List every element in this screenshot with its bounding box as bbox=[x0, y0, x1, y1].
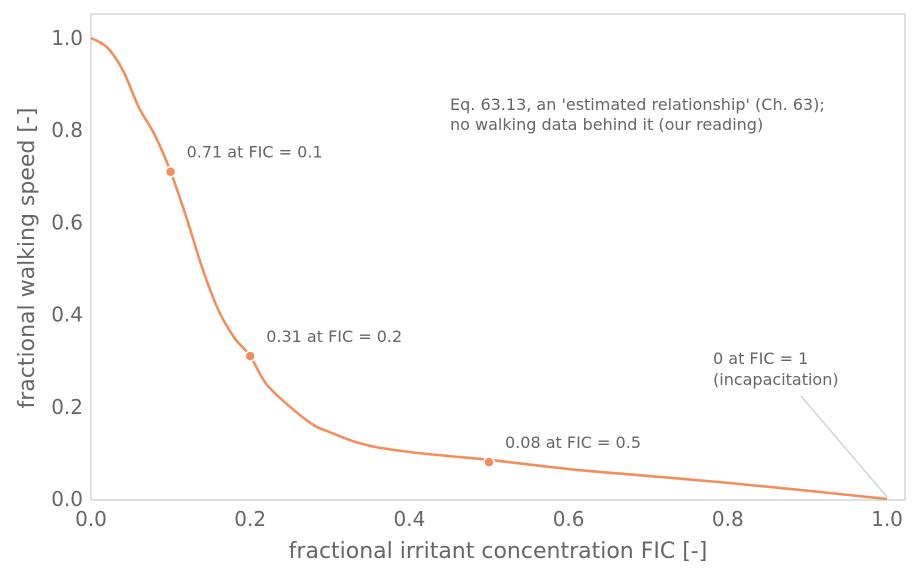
endpoint-leader-line bbox=[800, 395, 888, 498]
note-line-2: no walking data behind it (our reading) bbox=[450, 115, 763, 134]
y-tick-label: 0.0 bbox=[51, 487, 83, 511]
marker-label: 0.08 at FIC = 0.5 bbox=[505, 433, 641, 452]
x-axis-title: fractional irritant concentration FIC [-… bbox=[289, 539, 708, 564]
y-tick-label: 0.4 bbox=[51, 303, 83, 327]
endpoint-annotation: 0 at FIC = 1 (incapacitation) bbox=[713, 349, 839, 389]
y-axis-ticks: 0.0 0.2 0.4 0.6 0.8 1.0 bbox=[51, 26, 83, 511]
x-tick-label: 1.0 bbox=[871, 507, 903, 531]
y-tick-label: 0.2 bbox=[51, 395, 83, 419]
marker-point bbox=[483, 456, 495, 468]
x-tick-label: 0.4 bbox=[393, 507, 425, 531]
markers: 0.71 at FIC = 0.1 0.31 at FIC = 0.2 0.08 a… bbox=[164, 143, 641, 468]
marker-point bbox=[164, 165, 177, 178]
x-tick-label: 0.2 bbox=[234, 507, 266, 531]
marker-label: 0.71 at FIC = 0.1 bbox=[187, 143, 323, 162]
x-tick-label: 0.0 bbox=[75, 507, 107, 531]
marker-point bbox=[244, 350, 256, 362]
marker-label: 0.31 at FIC = 0.2 bbox=[266, 327, 402, 346]
y-axis-title: fractional walking speed [-] bbox=[15, 108, 40, 409]
plot-frame bbox=[90, 13, 906, 501]
x-tick-label: 0.8 bbox=[712, 507, 744, 531]
y-tick-label: 0.6 bbox=[51, 210, 83, 234]
x-axis-ticks: 0.0 0.2 0.4 0.6 0.8 1.0 bbox=[75, 507, 903, 531]
note-line-1: Eq. 63.13, an 'estimated relationship' (… bbox=[450, 95, 825, 114]
y-tick-label: 0.8 bbox=[51, 118, 83, 142]
series-line bbox=[90, 36, 888, 501]
endpoint-line-1: 0 at FIC = 1 bbox=[713, 349, 808, 368]
y-tick-label: 1.0 bbox=[51, 26, 83, 50]
note-annotation: Eq. 63.13, an 'estimated relationship' (… bbox=[450, 95, 825, 134]
x-tick-label: 0.6 bbox=[553, 507, 585, 531]
endpoint-line-2: (incapacitation) bbox=[713, 370, 839, 389]
